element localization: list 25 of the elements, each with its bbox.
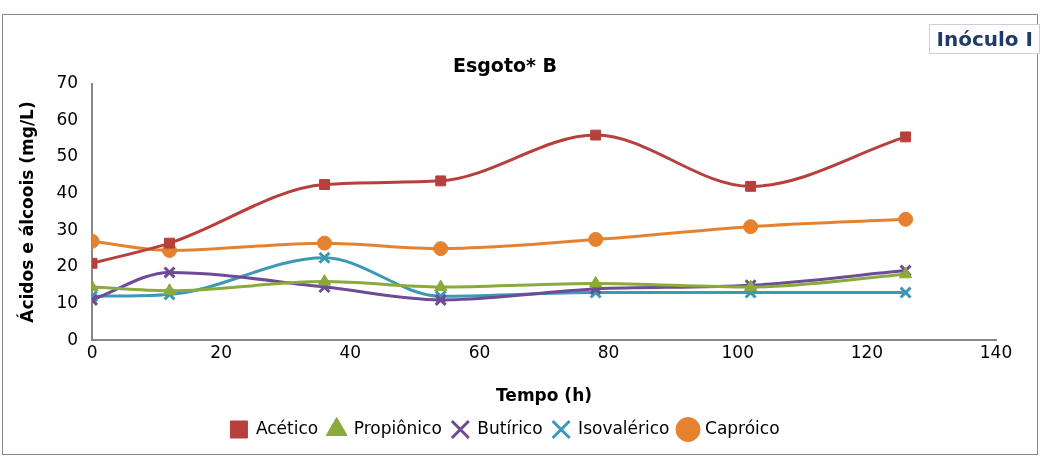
- y-tick-label: 0: [67, 328, 79, 349]
- x-tick-label: 140: [979, 341, 1013, 362]
- x-tick-label: 60: [468, 341, 491, 362]
- legend-label: Butírico: [477, 417, 543, 438]
- legend-label: Acético: [255, 417, 319, 438]
- y-tick-label: 20: [56, 255, 79, 276]
- y-tick-label: 10: [56, 291, 79, 312]
- y-tick-label: 40: [56, 182, 79, 203]
- x-tick-label: 120: [850, 341, 884, 362]
- x-tick-label: 40: [339, 341, 362, 362]
- legend-label: Isovalérico: [578, 417, 670, 438]
- x-tick-label: 100: [721, 341, 754, 362]
- x-axis-title: Tempo (h): [496, 385, 593, 406]
- chart-title: Esgoto* B: [452, 54, 558, 77]
- y-tick-label: 70: [56, 72, 79, 93]
- y-tick-label: 60: [56, 108, 79, 129]
- text: Inóculo I: [929, 24, 1040, 54]
- y-tick-label: 50: [56, 145, 79, 166]
- legend-label: Propiônico: [353, 417, 442, 438]
- x-tick-label: 20: [210, 341, 232, 362]
- x-tick-label: 80: [597, 341, 620, 362]
- x-tick-label: 0: [86, 341, 98, 362]
- y-tick-label: 30: [56, 218, 79, 239]
- y-axis-title: Ácidos e álcoois (mg/L): [15, 101, 37, 323]
- legend-label: Capróico: [705, 417, 780, 438]
